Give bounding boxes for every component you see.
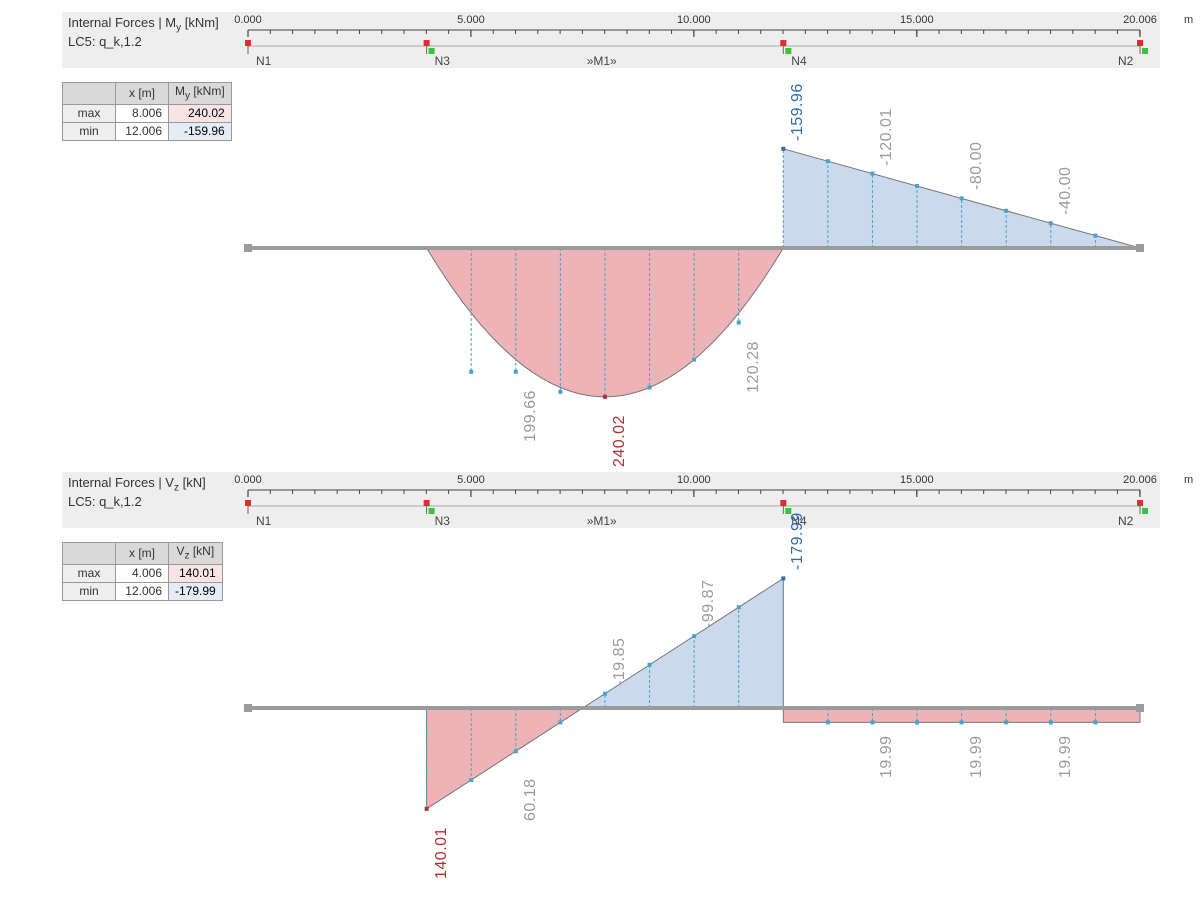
cell-value: 240.02	[169, 105, 232, 123]
table-header: My [kNm]	[169, 83, 232, 105]
diagram-svg	[0, 460, 1200, 900]
ordinate-value: 19.99	[1057, 735, 1075, 778]
ordinate-value: -80.00	[968, 142, 986, 190]
cell-x: 12.006	[116, 583, 169, 601]
ordinate-value: -19.85	[611, 637, 629, 685]
ordinate-value: 140.01	[433, 827, 451, 879]
diagram-svg	[0, 0, 1200, 440]
ordinate-value: 199.66	[522, 390, 540, 442]
cell-x: 4.006	[116, 565, 169, 583]
ordinate-value: -159.96	[789, 83, 807, 141]
ordinate-value: -179.99	[789, 513, 807, 571]
cell-value: -179.99	[169, 583, 223, 601]
row-header: min	[63, 123, 116, 141]
ordinate-value: -40.00	[1057, 167, 1075, 215]
ordinate-value: 19.99	[878, 735, 896, 778]
cell-x: 8.006	[116, 105, 169, 123]
row-header: max	[63, 105, 116, 123]
table-row: max8.006240.02	[63, 105, 232, 123]
table-header	[63, 83, 116, 105]
cell-value: 140.01	[169, 565, 223, 583]
table-row: min12.006-159.96	[63, 123, 232, 141]
row-header: max	[63, 565, 116, 583]
row-header: min	[63, 583, 116, 601]
ordinate-value: 60.18	[522, 779, 540, 822]
ordinate-value: 120.28	[745, 341, 763, 393]
table-header: Vz [kN]	[169, 543, 223, 565]
ordinate-value: 240.02	[611, 415, 629, 467]
ordinate-value: -120.01	[878, 108, 896, 166]
ordinate-value: -99.87	[700, 580, 718, 628]
minmax-table: x [m]Vz [kN]max4.006140.01min12.006-179.…	[62, 542, 223, 601]
table-row: max4.006140.01	[63, 565, 223, 583]
cell-x: 12.006	[116, 123, 169, 141]
ordinate-value: 19.99	[968, 735, 986, 778]
table-header: x [m]	[116, 543, 169, 565]
diagram-panel-moment: Internal Forces | My [kNm]LC5: q_k,1.20.…	[0, 0, 1200, 440]
minmax-table: x [m]My [kNm]max8.006240.02min12.006-159…	[62, 82, 232, 141]
table-header: x [m]	[116, 83, 169, 105]
table-header	[63, 543, 116, 565]
diagram-panel-shear: Internal Forces | Vz [kN]LC5: q_k,1.20.0…	[0, 460, 1200, 900]
cell-value: -159.96	[169, 123, 232, 141]
table-row: min12.006-179.99	[63, 583, 223, 601]
